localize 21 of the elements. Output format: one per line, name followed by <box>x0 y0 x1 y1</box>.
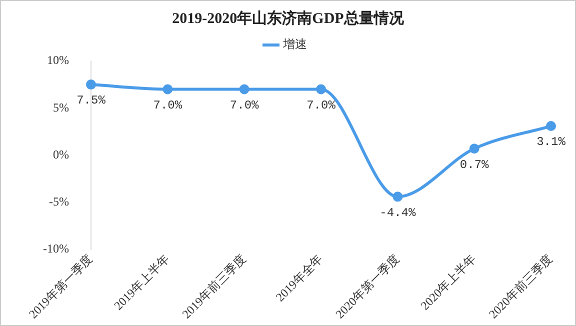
data-label: 0.7% <box>460 158 490 172</box>
point <box>162 84 173 94</box>
data-label: 7.0% <box>153 98 183 112</box>
point <box>239 84 250 94</box>
chart-title: 2019-2020年山东济南GDP总量情况 <box>171 9 405 28</box>
y-tick-label: 5% <box>52 100 69 114</box>
y-tick-label: -10% <box>42 242 69 256</box>
point <box>86 80 96 90</box>
data-label: 3.1% <box>536 135 566 150</box>
data-label: 7.0% <box>230 98 260 112</box>
data-label: 7.5% <box>76 94 106 108</box>
point <box>469 144 480 154</box>
data-label: 7.0% <box>306 98 336 112</box>
point <box>316 84 326 94</box>
data-label: -4.4% <box>380 206 416 220</box>
point <box>392 192 403 202</box>
y-tick-label: -5% <box>48 194 69 208</box>
y-tick-label: 10% <box>46 53 69 68</box>
legend-label: 增速 <box>282 37 307 52</box>
y-tick-label: 0% <box>52 147 69 162</box>
point <box>546 121 556 132</box>
